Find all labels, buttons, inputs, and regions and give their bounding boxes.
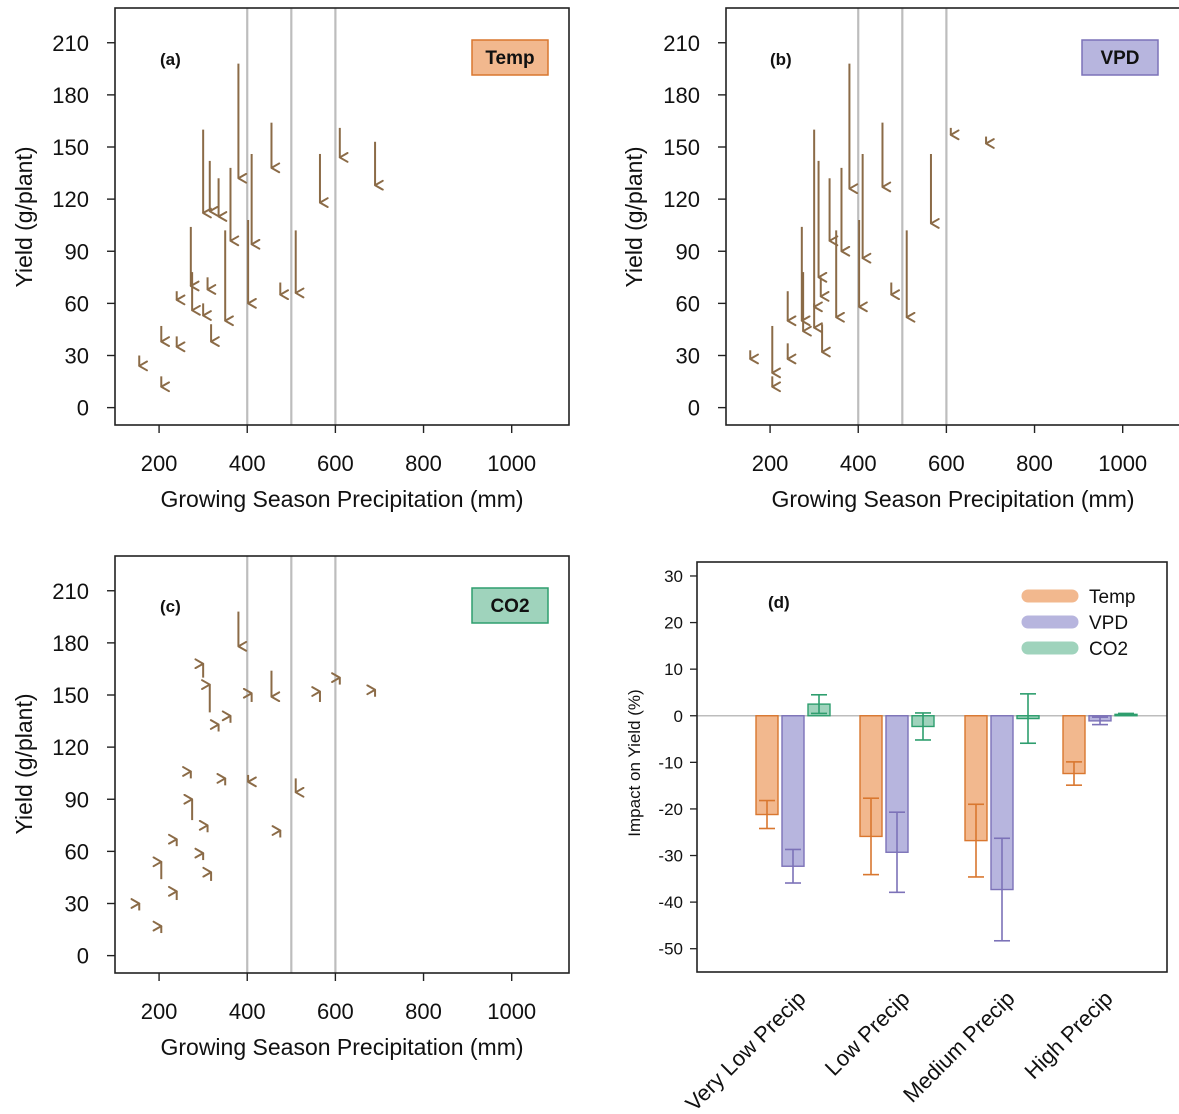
y-tick-label: 180 [663, 83, 700, 108]
y-tick-label: -50 [658, 940, 683, 959]
x-tick-label: 800 [1016, 451, 1053, 476]
y-tick-label: 90 [65, 787, 89, 812]
x-axis-title: Growing Season Precipitation (mm) [160, 486, 523, 512]
y-tick-label: 120 [663, 187, 700, 212]
x-tick-label: 200 [141, 451, 178, 476]
x-tick-label: 800 [405, 999, 442, 1024]
y-tick-label: 60 [676, 291, 700, 316]
y-tick-label: 0 [674, 707, 683, 726]
x-tick-label: 200 [141, 999, 178, 1024]
badge-box [471, 39, 549, 76]
x-axis-title: Growing Season Precipitation (mm) [160, 1034, 523, 1060]
y-tick-label: 210 [52, 579, 89, 604]
y-tick-label: 150 [52, 135, 89, 160]
badge-label: VPD [1100, 48, 1139, 69]
y-axis-title: Yield (g/plant) [11, 693, 37, 834]
panel-label: (d) [768, 593, 790, 612]
x-tick-label: 600 [317, 999, 354, 1024]
badge-label: Temp [485, 48, 534, 69]
bar [755, 715, 779, 816]
panel-c: 0 30 60 90 120 150 180 210 200 400 600 800 1000 (c)… [11, 555, 570, 1060]
y-tick-label: -30 [658, 847, 683, 866]
x-tick-label: 800 [405, 451, 442, 476]
plot-frame [114, 555, 570, 974]
badge-box [1081, 39, 1159, 76]
plot-frame [114, 7, 570, 426]
y-axis-title: Yield (g/plant) [621, 146, 647, 287]
y-tick-label: -10 [658, 753, 683, 772]
panel-a: 0 30 60 90 120 150 180 210 200 400 600 800 1000 (a)… [11, 7, 570, 512]
y-tick-label: 30 [65, 892, 89, 917]
x-tick-label: 1000 [487, 451, 536, 476]
y-tick-label: 90 [65, 239, 89, 264]
y-tick-label: 0 [77, 396, 89, 421]
y-tick-label: 30 [676, 344, 700, 369]
y-tick-label: 180 [52, 83, 89, 108]
y-tick-label: 120 [52, 187, 89, 212]
x-tick-label: Low Precip [820, 986, 915, 1081]
y-axis-title: Yield (g/plant) [11, 146, 37, 287]
y-tick-label: 10 [664, 660, 683, 679]
y-axis-title: Impact on Yield (%) [625, 689, 644, 836]
plot-frame [725, 7, 1179, 426]
y-tick-label: 30 [664, 567, 683, 586]
x-tick-label: 400 [840, 451, 877, 476]
y-tick-label: 0 [77, 944, 89, 969]
y-tick-label: 150 [52, 683, 89, 708]
x-tick-label: 200 [752, 451, 789, 476]
panel-b: 0 30 60 90 120 150 180 210 200 400 600 800 1000 (b)… [621, 7, 1179, 512]
legend-label: VPD [1089, 613, 1128, 634]
y-tick-label: 60 [65, 839, 89, 864]
x-tick-label: 600 [317, 451, 354, 476]
x-tick-label: 400 [229, 999, 266, 1024]
x-tick-label: 400 [229, 451, 266, 476]
y-tick-label: 150 [663, 135, 700, 160]
x-tick-label: Medium Precip [898, 986, 1019, 1107]
panel-d: -50 -40 -30 -20 -10 0 10 20 30 Very Low Precip Lo… [625, 561, 1168, 1114]
x-axis-title: Growing Season Precipitation (mm) [771, 486, 1134, 512]
y-tick-label: -40 [658, 893, 683, 912]
panel-label: (a) [160, 50, 181, 69]
x-tick-label: 600 [928, 451, 965, 476]
x-tick-label: 1000 [487, 999, 536, 1024]
legend: Temp VPD CO2 [1021, 587, 1135, 660]
legend-label: CO2 [1089, 639, 1128, 660]
y-tick-label: 180 [52, 631, 89, 656]
x-tick-label: Very Low Precip [680, 986, 810, 1114]
badge-box [471, 587, 549, 624]
y-tick-label: 120 [52, 735, 89, 760]
bar [781, 715, 805, 867]
y-tick-label: -20 [658, 800, 683, 819]
y-tick-label: 90 [676, 239, 700, 264]
y-tick-label: 60 [65, 291, 89, 316]
plot-frame [696, 561, 1168, 973]
legend-label: Temp [1089, 587, 1135, 608]
x-tick-label: High Precip [1019, 986, 1117, 1084]
panel-label: (b) [770, 50, 792, 69]
badge-label: CO2 [490, 596, 529, 617]
y-tick-label: 210 [52, 31, 89, 56]
y-tick-label: 0 [688, 396, 700, 421]
y-tick-label: 30 [65, 344, 89, 369]
x-tick-label: 1000 [1098, 451, 1147, 476]
y-tick-label: 20 [664, 614, 683, 633]
panel-label: (c) [160, 597, 181, 616]
y-tick-label: 210 [663, 31, 700, 56]
